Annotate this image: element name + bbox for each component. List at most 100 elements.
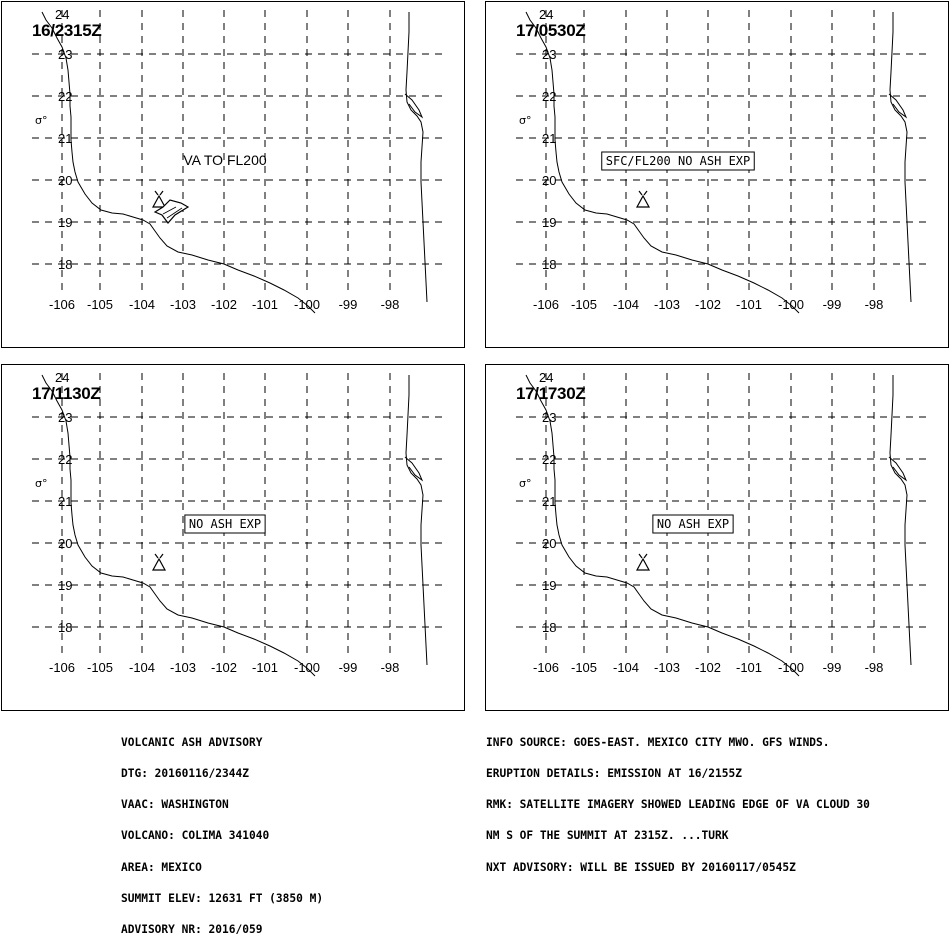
advisory-line: VAAC: WASHINGTON xyxy=(121,798,229,812)
longitude-label: -102 xyxy=(211,660,237,675)
lat-lon-grid xyxy=(516,373,926,655)
volcano-plume-mark xyxy=(159,553,164,559)
map-canvas: σ° 24 23 22 21 20 19 18 -106 -105 -104 -103 -102 -101… xyxy=(32,7,442,314)
longitude-label: -99 xyxy=(339,660,358,675)
longitude-label: -105 xyxy=(87,297,113,312)
lagoon-outline xyxy=(404,456,424,482)
lat-lon-grid xyxy=(32,373,442,655)
latitude-label: 24 xyxy=(55,370,69,385)
latitude-label: 18 xyxy=(58,620,72,635)
advisory-line: AREA: MEXICO xyxy=(121,860,202,874)
latitude-label: 24 xyxy=(539,370,553,385)
latitude-label: 24 xyxy=(55,7,69,22)
advisory-line: DTG: 20160116/2344Z xyxy=(121,767,249,781)
longitude-label: -106 xyxy=(533,297,559,312)
pacific-coastline xyxy=(525,11,800,314)
map-canvas: σ° 24 23 22 21 20 19 18 -106 -105 -104 -103 -102 -101… xyxy=(32,370,442,677)
latitude-label: 23 xyxy=(542,410,556,425)
latitude-label: 21 xyxy=(58,131,72,146)
forecast-panel-1: σ° 24 23 22 21 20 19 18 -106 -105 -104 -103 -102 -101… xyxy=(1,1,465,348)
latitude-label: 18 xyxy=(58,257,72,272)
longitude-label: -104 xyxy=(129,660,155,675)
latitude-label: 20 xyxy=(58,173,72,188)
gulf-coastline xyxy=(405,375,428,666)
advisory-line: INFO SOURCE: GOES-EAST. MEXICO CITY MWO.… xyxy=(486,735,830,749)
longitude-label: -100 xyxy=(294,297,320,312)
forecast-panel-3: σ° 24 23 22 21 20 19 18 -106 -105 -104 -103 -102 -101… xyxy=(1,364,465,711)
latitude-label: 23 xyxy=(58,410,72,425)
forecast-panel-2: σ° 24 23 22 21 20 19 18 -106 -105 -104 -103 -102 -101… xyxy=(485,1,949,348)
longitude-label: -104 xyxy=(129,297,155,312)
panel-time-label: 17/0530Z xyxy=(516,21,586,40)
volcano-plume-mark xyxy=(638,553,643,559)
longitude-label: -98 xyxy=(865,297,884,312)
longitude-label: -103 xyxy=(170,660,196,675)
coast-glyph: σ° xyxy=(519,477,531,490)
advisory-details-block: INFO SOURCE: GOES-EAST. MEXICO CITY MWO.… xyxy=(486,717,870,883)
longitude-label: -100 xyxy=(778,660,804,675)
volcano-plume-mark xyxy=(643,553,648,559)
longitude-label: -106 xyxy=(49,297,75,312)
longitude-label: -101 xyxy=(736,297,762,312)
coast-glyph: σ° xyxy=(519,114,531,127)
panel-time-label: 17/1130Z xyxy=(32,384,101,403)
longitude-label: -105 xyxy=(87,660,113,675)
latitude-label: 21 xyxy=(58,494,72,509)
longitude-label: -101 xyxy=(252,660,278,675)
panel-time-label: 16/2315Z xyxy=(32,21,102,40)
longitude-label: -98 xyxy=(381,297,400,312)
volcano-plume-mark xyxy=(154,190,159,196)
ash-annotation-text: SFC/FL200 NO ASH EXP xyxy=(606,154,751,168)
pacific-coastline xyxy=(41,374,316,677)
longitude-label: -102 xyxy=(211,297,237,312)
latitude-label: 20 xyxy=(58,536,72,551)
longitude-label: -100 xyxy=(294,660,320,675)
latitude-label: 20 xyxy=(542,536,556,551)
gulf-coastline xyxy=(889,375,912,666)
longitude-label: -106 xyxy=(49,660,75,675)
latitude-label: 18 xyxy=(542,257,556,272)
volcano-symbol xyxy=(635,190,651,208)
forecast-panel-4: σ° 24 23 22 21 20 19 18 -106 -105 -104 -103 -102 -101… xyxy=(485,364,949,711)
longitude-label: -100 xyxy=(778,297,804,312)
latitude-label: 23 xyxy=(542,47,556,62)
latitude-label: 22 xyxy=(58,89,72,104)
map-canvas: σ° 24 23 22 21 20 19 18 -106 -105 -104 -103 -102 -101… xyxy=(516,370,926,677)
annotation-box xyxy=(184,514,266,534)
gulf-coastline xyxy=(405,12,428,303)
volcano-plume-mark xyxy=(159,190,164,196)
lagoon-outline xyxy=(888,93,908,119)
longitude-label: -98 xyxy=(865,660,884,675)
volcano-triangle xyxy=(635,194,651,208)
longitude-label: -103 xyxy=(654,660,680,675)
ash-cloud-area xyxy=(153,199,190,224)
advisory-line: ADVISORY NR: 2016/059 xyxy=(121,923,263,937)
advisory-line: NM S OF THE SUMMIT AT 2315Z. ...TURK xyxy=(486,829,729,843)
longitude-label: -105 xyxy=(571,297,597,312)
longitude-label: -98 xyxy=(381,660,400,675)
ash-annotation-text: NO ASH EXP xyxy=(189,517,261,531)
volcano-triangle xyxy=(151,194,167,208)
volcano-triangle xyxy=(151,557,167,571)
coast-glyph: σ° xyxy=(35,477,47,490)
advisory-line: SUMMIT ELEV: 12631 FT (3850 M) xyxy=(121,891,324,905)
gulf-coastline xyxy=(889,12,912,303)
longitude-label: -101 xyxy=(736,660,762,675)
longitude-label: -103 xyxy=(170,297,196,312)
volcano-plume-mark xyxy=(643,190,648,196)
latitude-label: 22 xyxy=(542,89,556,104)
advisory-line: NXT ADVISORY: WILL BE ISSUED BY 20160117… xyxy=(486,860,796,874)
pacific-coastline xyxy=(525,374,800,677)
panel-time-label: 17/1730Z xyxy=(516,384,586,403)
latitude-label: 19 xyxy=(58,215,72,230)
coast-glyph: σ° xyxy=(35,114,47,127)
longitude-label: -102 xyxy=(695,660,721,675)
advisory-line: ERUPTION DETAILS: EMISSION AT 16/2155Z xyxy=(486,767,742,781)
latitude-label: 22 xyxy=(542,452,556,467)
longitude-label: -103 xyxy=(654,297,680,312)
lat-lon-grid xyxy=(32,10,442,292)
latitude-label: 19 xyxy=(542,578,556,593)
longitude-label: -104 xyxy=(613,660,639,675)
volcano-plume-mark xyxy=(154,553,159,559)
advisory-line: VOLCANO: COLIMA 341040 xyxy=(121,829,270,843)
